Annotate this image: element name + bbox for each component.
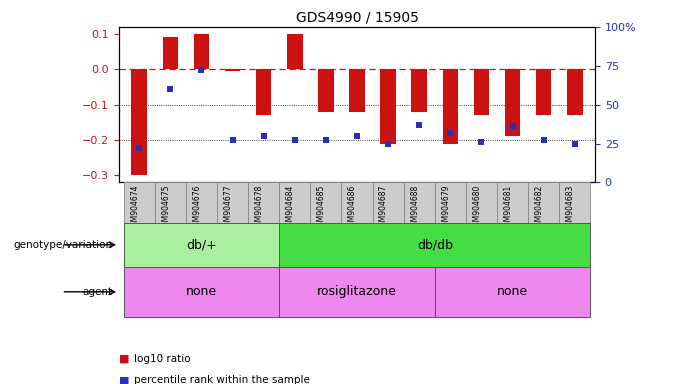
Point bbox=[414, 122, 425, 128]
Text: GSM904676: GSM904676 bbox=[192, 184, 201, 231]
Bar bbox=[559, 182, 590, 223]
Text: log10 ratio: log10 ratio bbox=[134, 354, 190, 364]
Text: db/db: db/db bbox=[417, 238, 453, 251]
Bar bbox=[567, 69, 583, 115]
Point bbox=[352, 132, 362, 139]
Point bbox=[476, 139, 487, 145]
Text: GSM904684: GSM904684 bbox=[286, 184, 294, 231]
Bar bbox=[155, 182, 186, 223]
Bar bbox=[124, 223, 279, 267]
Bar bbox=[497, 182, 528, 223]
Point bbox=[227, 137, 238, 144]
Bar bbox=[528, 182, 559, 223]
Text: percentile rank within the sample: percentile rank within the sample bbox=[134, 375, 310, 384]
Bar bbox=[310, 182, 341, 223]
Bar bbox=[194, 34, 209, 69]
Point bbox=[320, 137, 331, 144]
Bar bbox=[443, 69, 458, 144]
Bar bbox=[466, 182, 497, 223]
Bar bbox=[380, 69, 396, 144]
Point bbox=[445, 129, 456, 136]
Bar bbox=[279, 267, 435, 317]
Bar bbox=[404, 182, 435, 223]
Text: GSM904687: GSM904687 bbox=[379, 184, 388, 231]
Point bbox=[165, 86, 175, 92]
Text: GSM904680: GSM904680 bbox=[473, 184, 481, 231]
Point bbox=[134, 145, 145, 151]
Bar bbox=[279, 182, 310, 223]
Text: GSM904674: GSM904674 bbox=[131, 184, 139, 231]
Text: GSM904675: GSM904675 bbox=[161, 184, 170, 231]
Point bbox=[196, 67, 207, 73]
Text: GSM904682: GSM904682 bbox=[534, 184, 544, 231]
Text: GSM904678: GSM904678 bbox=[255, 184, 264, 231]
Point bbox=[507, 123, 518, 129]
Text: GSM904683: GSM904683 bbox=[566, 184, 575, 231]
Text: rosiglitazone: rosiglitazone bbox=[317, 285, 397, 298]
Text: genotype/variation: genotype/variation bbox=[13, 240, 112, 250]
Point bbox=[569, 141, 580, 147]
Bar bbox=[217, 182, 248, 223]
Bar bbox=[435, 267, 590, 317]
Text: none: none bbox=[497, 285, 528, 298]
Text: db/+: db/+ bbox=[186, 238, 217, 251]
Text: ■: ■ bbox=[119, 354, 129, 364]
Bar bbox=[248, 182, 279, 223]
Point bbox=[289, 137, 300, 144]
Text: agent: agent bbox=[82, 287, 112, 297]
Bar bbox=[287, 34, 303, 69]
Bar bbox=[435, 182, 466, 223]
Text: GSM904688: GSM904688 bbox=[410, 184, 420, 231]
Point bbox=[258, 132, 269, 139]
Bar bbox=[124, 182, 155, 223]
Bar bbox=[505, 69, 520, 136]
Bar bbox=[131, 69, 147, 175]
Bar bbox=[536, 69, 551, 115]
Text: GSM904679: GSM904679 bbox=[441, 184, 450, 231]
Bar bbox=[373, 182, 404, 223]
Bar bbox=[474, 69, 489, 115]
Point bbox=[383, 141, 394, 147]
Bar bbox=[124, 267, 279, 317]
Title: GDS4990 / 15905: GDS4990 / 15905 bbox=[296, 10, 418, 24]
Bar bbox=[411, 69, 427, 112]
Bar bbox=[350, 69, 364, 112]
Bar bbox=[256, 69, 271, 115]
Text: GSM904685: GSM904685 bbox=[317, 184, 326, 231]
Bar bbox=[225, 69, 240, 71]
Bar bbox=[186, 182, 217, 223]
Bar bbox=[279, 223, 590, 267]
Text: none: none bbox=[186, 285, 217, 298]
Point bbox=[539, 137, 549, 144]
Bar bbox=[163, 38, 178, 69]
Text: GSM904677: GSM904677 bbox=[224, 184, 233, 231]
Text: GSM904686: GSM904686 bbox=[348, 184, 357, 231]
Text: GSM904681: GSM904681 bbox=[504, 184, 513, 231]
Text: ■: ■ bbox=[119, 375, 129, 384]
Bar bbox=[318, 69, 334, 112]
Bar bbox=[341, 182, 373, 223]
